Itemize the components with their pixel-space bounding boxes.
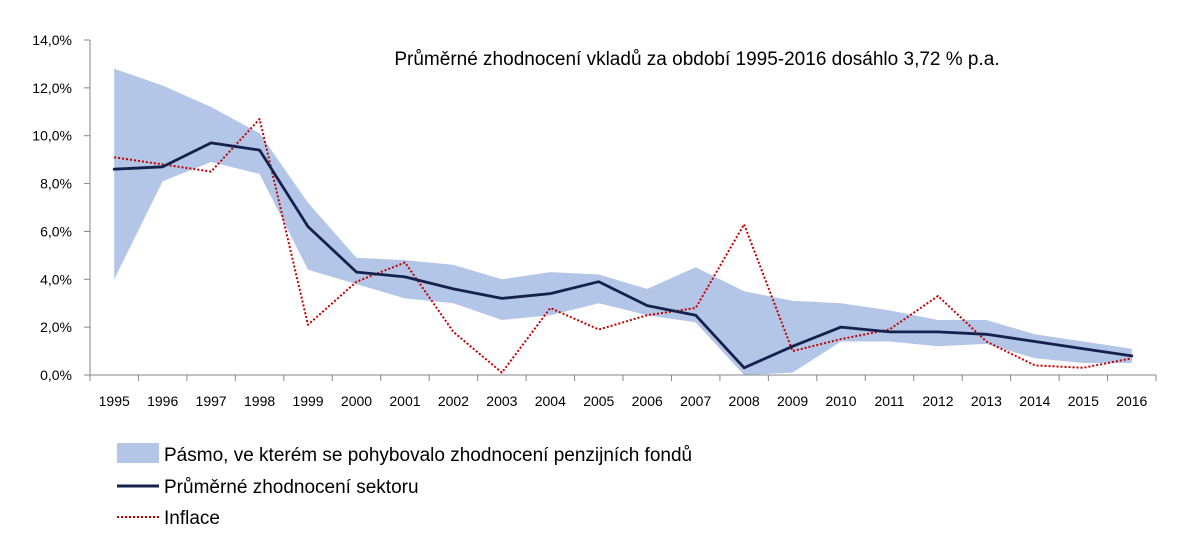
x-tick-label: 1995	[99, 393, 130, 409]
chart-annotation: Průměrné zhodnocení vkladů za období 199…	[394, 49, 999, 70]
y-tick-label: 4,0%	[40, 271, 72, 287]
tick-labels: 0,0% 2,0% 4,0% 6,0% 8,0% 10,0% 12,0% 14,0% 1995 1…	[32, 32, 1147, 409]
y-tick-label: 14,0%	[32, 32, 72, 48]
x-tick-label: 2004	[535, 393, 566, 409]
sector-average-line	[112, 141, 1134, 370]
y-tick-label: 8,0%	[40, 176, 72, 192]
y-tick-label: 6,0%	[40, 223, 72, 239]
x-tick-label: 2015	[1068, 393, 1099, 409]
x-tick-label: 2010	[825, 393, 856, 409]
axis-ticks	[84, 39, 1157, 381]
x-tick-label: 2000	[341, 393, 372, 409]
band-area	[114, 68, 1132, 375]
x-tick-label: 1999	[292, 393, 323, 409]
y-tick-label: 10,0%	[32, 128, 72, 144]
series-layer	[112, 118, 1134, 374]
x-tick-label: 2002	[438, 393, 469, 409]
x-tick-label: 1996	[147, 393, 178, 409]
y-tick-label: 2,0%	[40, 319, 72, 335]
x-tick-label: 2011	[874, 393, 904, 409]
y-tick-label: 12,0%	[32, 80, 72, 96]
band-layer	[114, 68, 1132, 375]
y-tick-label: 0,0%	[40, 367, 72, 383]
legend-inflation-label: Inflace	[164, 508, 220, 529]
legend-band-label: Pásmo, ve kterém se pohybovalo zhodnocen…	[164, 445, 692, 466]
legend-band-swatch	[117, 443, 159, 463]
x-tick-label: 2006	[632, 393, 663, 409]
x-tick-label: 2013	[971, 393, 1002, 409]
legend: Pásmo, ve kterém se pohybovalo zhodnocen…	[117, 443, 692, 529]
x-tick-label: 1998	[244, 393, 275, 409]
x-tick-label: 2007	[680, 393, 711, 409]
x-tick-label: 2003	[486, 393, 517, 409]
legend-sector-label: Průměrné zhodnocení sektoru	[164, 477, 419, 498]
x-tick-label: 2001	[389, 393, 420, 409]
x-tick-label: 2009	[777, 393, 808, 409]
x-tick-label: 2014	[1019, 393, 1050, 409]
x-tick-label: 1997	[196, 393, 227, 409]
x-tick-label: 2012	[922, 393, 953, 409]
x-tick-label: 2005	[583, 393, 614, 409]
x-tick-label: 2008	[729, 393, 760, 409]
x-tick-label: 2016	[1116, 393, 1147, 409]
inflation-line	[114, 118, 1132, 374]
